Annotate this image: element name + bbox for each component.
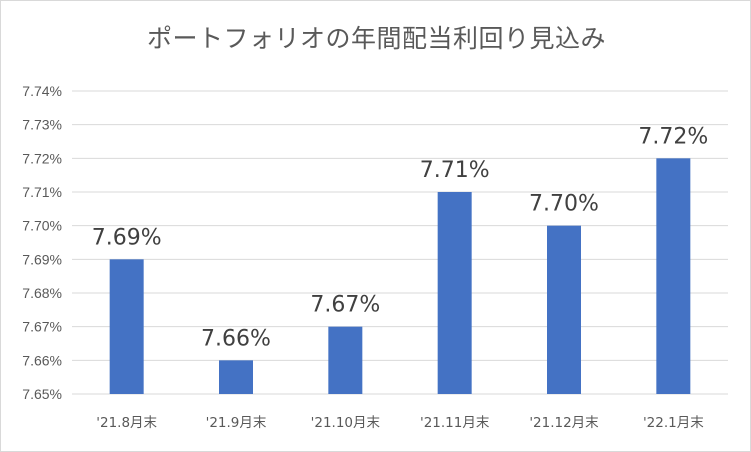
x-tick-label: '21.9月末 — [206, 415, 267, 431]
x-tick-label: '22.1月末 — [643, 415, 704, 431]
bar — [437, 192, 472, 394]
y-tick-label: 7.66% — [22, 352, 62, 368]
bar — [656, 158, 691, 394]
data-label: 7.71% — [420, 158, 490, 183]
x-tick-label: '21.10月末 — [311, 415, 381, 431]
y-tick-label: 7.65% — [22, 386, 62, 402]
chart-title: ポートフォリオの年間配当利回り見込み — [146, 24, 606, 53]
gridlines — [72, 90, 728, 395]
y-tick-label: 7.73% — [22, 117, 62, 133]
y-axis-ticks: 7.65% 7.66% 7.67% 7.68% 7.69% 7.70% 7.71% 7.72%… — [22, 83, 62, 402]
data-label: 7.66% — [201, 326, 271, 351]
data-labels: 7.69% 7.66% 7.67% 7.71% 7.70% 7.72% — [92, 124, 709, 351]
y-tick-label: 7.67% — [22, 319, 62, 335]
bar — [109, 259, 144, 394]
x-tick-label: '21.11月末 — [420, 415, 490, 431]
category-labels: '21.8月末 '21.9月末 '21.10月末 '21.11月末 '21.12月末 '2… — [96, 415, 704, 431]
bar — [547, 225, 581, 394]
y-tick-label: 7.74% — [22, 83, 62, 99]
y-tick-label: 7.69% — [22, 251, 62, 267]
x-tick-label: '21.12月末 — [529, 415, 599, 431]
bar — [219, 360, 253, 394]
data-label: 7.67% — [310, 293, 380, 318]
bars — [109, 158, 691, 394]
x-tick-label: '21.8月末 — [96, 415, 157, 431]
y-tick-label: 7.70% — [22, 218, 62, 234]
y-tick-label: 7.68% — [22, 285, 62, 301]
y-tick-label: 7.71% — [22, 184, 62, 200]
data-label: 7.69% — [92, 225, 162, 250]
bar — [328, 326, 363, 394]
y-tick-label: 7.72% — [22, 150, 62, 166]
data-label: 7.70% — [529, 192, 599, 217]
data-label: 7.72% — [638, 124, 708, 149]
